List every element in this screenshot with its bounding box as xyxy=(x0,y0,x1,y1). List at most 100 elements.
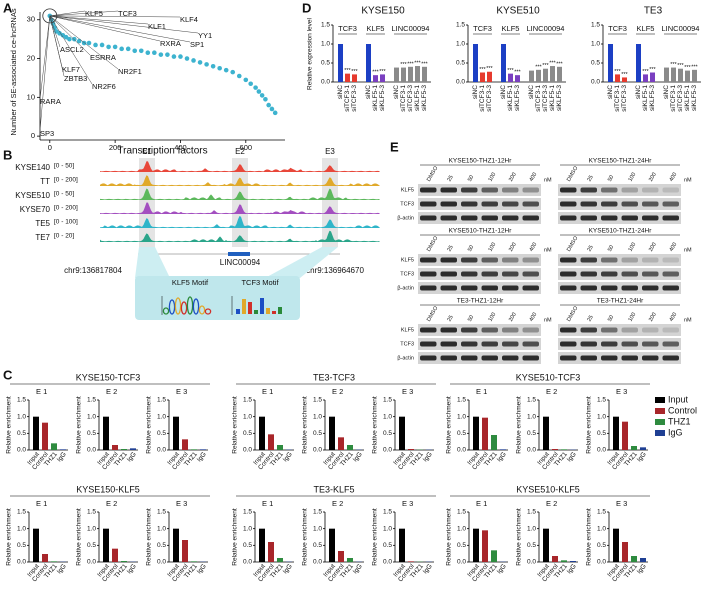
point xyxy=(145,50,151,56)
significance-label: *** xyxy=(372,70,379,76)
lane-label: 25 xyxy=(587,244,595,252)
lane-label: 400 xyxy=(669,242,679,253)
y-tick-label: 1.5 xyxy=(457,397,466,404)
significance-label: *** xyxy=(379,69,386,75)
protein-label: KLF5 xyxy=(401,327,414,333)
annotation-line xyxy=(49,15,199,34)
band xyxy=(580,215,597,221)
motif-logo xyxy=(242,299,246,314)
band xyxy=(662,285,679,291)
significance-label: *** xyxy=(351,69,358,75)
point xyxy=(269,106,275,112)
y-tick-label: 0.5 xyxy=(456,60,465,67)
blot-strip xyxy=(418,198,541,210)
lane-label: 50 xyxy=(607,244,615,252)
subplot-title: E 2 xyxy=(546,387,557,396)
annotation-line xyxy=(39,15,51,100)
x-tick-label: siKLF5-3 xyxy=(556,85,563,111)
bar xyxy=(33,528,39,562)
signal-track xyxy=(100,230,380,242)
group-title: KYSE510-KLF5 xyxy=(516,484,580,494)
y-axis-label: Relative enrichment xyxy=(232,396,239,454)
track-name: TE5 xyxy=(35,219,50,228)
band xyxy=(461,271,478,277)
y-tick-label: 0.5 xyxy=(157,542,166,549)
band xyxy=(522,355,539,361)
significance-label: *** xyxy=(549,60,556,66)
y-tick-label: 1.0 xyxy=(313,413,322,420)
y-tick-label: 10 xyxy=(27,92,35,101)
x-tick-label: siNC xyxy=(607,85,614,99)
band xyxy=(461,215,478,221)
blot-title: KYSE150-THZ1-12Hr xyxy=(449,158,513,165)
bar xyxy=(268,542,274,562)
group-title: TE3-KLF5 xyxy=(313,484,354,494)
funnel xyxy=(135,247,170,278)
band xyxy=(440,271,457,277)
band xyxy=(420,285,437,291)
x-tick-label: siKLF5-3 xyxy=(649,85,656,111)
bar xyxy=(380,74,385,82)
band xyxy=(420,215,437,221)
lane-label: 200 xyxy=(648,242,658,253)
significance-label: *** xyxy=(344,68,351,74)
band xyxy=(601,201,618,207)
y-axis-label: Relative enrichment xyxy=(372,396,379,454)
band xyxy=(461,355,478,361)
motif-logo xyxy=(254,310,258,314)
band xyxy=(461,187,478,193)
point xyxy=(191,58,196,63)
protein-label: TCF3 xyxy=(400,341,414,347)
x-tick-label: siKLF5-1 xyxy=(414,85,421,111)
bar xyxy=(347,445,353,450)
y-tick-label: 0.0 xyxy=(597,447,606,454)
y-tick-label: 1.5 xyxy=(243,397,252,404)
blot-strip xyxy=(418,352,541,364)
significance-label: *** xyxy=(535,64,542,70)
band xyxy=(481,285,498,291)
band xyxy=(662,215,679,221)
protein-label: KLF5 xyxy=(401,257,414,263)
annotation-line xyxy=(49,15,161,42)
band xyxy=(522,341,539,347)
bar xyxy=(491,550,497,562)
signal-track xyxy=(100,175,380,186)
band xyxy=(522,271,539,277)
y-tick-label: 0.0 xyxy=(457,447,466,454)
subplot-title: E 1 xyxy=(262,499,273,508)
band xyxy=(522,215,539,221)
band xyxy=(621,187,638,193)
band xyxy=(580,187,597,193)
band xyxy=(662,341,679,347)
bar xyxy=(636,44,641,82)
point xyxy=(93,42,98,48)
y-axis-label: Relative enrichment xyxy=(516,396,523,454)
y-axis-label: Relative enrichment xyxy=(232,508,239,566)
y-axis-label: Relative enrichment xyxy=(586,508,593,566)
y-tick-label: 30 xyxy=(27,15,35,24)
band xyxy=(420,257,437,263)
x-tick-label: siTCF3-3 xyxy=(486,85,493,112)
annotation: RXRA xyxy=(160,39,181,48)
bar xyxy=(182,439,188,450)
y-axis-label: Relative enrichment xyxy=(146,396,153,454)
significance-label: *** xyxy=(621,72,628,78)
bar xyxy=(500,449,506,450)
group-label: KLF5 xyxy=(502,24,520,33)
y-tick-label: 0.0 xyxy=(157,447,166,454)
point xyxy=(171,54,177,59)
point xyxy=(223,67,229,73)
signal-track xyxy=(100,216,380,228)
panel-letter: C xyxy=(3,367,13,382)
band xyxy=(420,187,437,193)
band xyxy=(580,285,597,291)
bar xyxy=(570,561,576,562)
motif-label: TCF3 Motif xyxy=(241,278,279,287)
blot-title: KYSE510-THZ1-12Hr xyxy=(449,228,513,235)
x-tick-label: IgG xyxy=(56,563,68,576)
band xyxy=(481,257,498,263)
blot-strip xyxy=(558,184,681,196)
band xyxy=(440,201,457,207)
bar xyxy=(529,70,534,82)
annotation: KLF4 xyxy=(180,15,198,24)
